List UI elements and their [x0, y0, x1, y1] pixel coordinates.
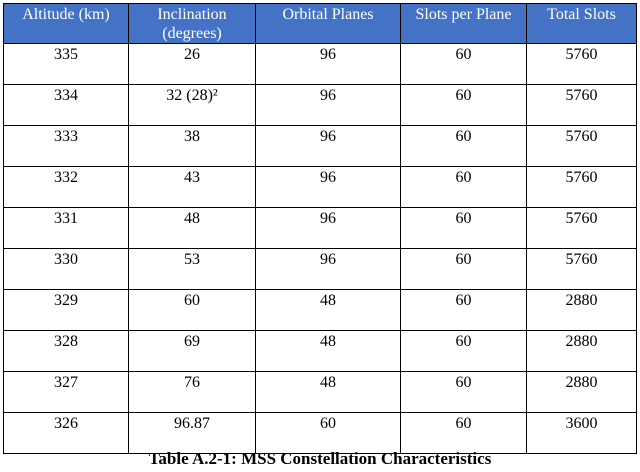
table-cell: 60 — [400, 289, 527, 331]
table-cell: 335 — [3, 43, 129, 85]
header-cell: Total Slots — [526, 3, 637, 44]
table-cell: 2880 — [526, 330, 637, 372]
table-row: 333 38 96 60 5760 — [3, 125, 637, 167]
table-cell: 5760 — [526, 207, 637, 249]
table-cell: 333 — [3, 125, 129, 167]
table-cell: 331 — [3, 207, 129, 249]
header-row: Altitude (km) Inclination (degrees) Orbita… — [3, 3, 637, 44]
table-cell: 60 — [400, 412, 527, 454]
table-cell: 60 — [400, 43, 527, 85]
table-row: 330 53 96 60 5760 — [3, 248, 637, 290]
table-cell: 96 — [255, 207, 401, 249]
header-cell: Orbital Planes — [255, 3, 401, 44]
table-cell: 5760 — [526, 43, 637, 85]
table-cell: 2880 — [526, 289, 637, 331]
table-cell: 330 — [3, 248, 129, 290]
table-cell: 60 — [400, 166, 527, 208]
table-cell: 53 — [128, 248, 256, 290]
table-cell: 32 (28)² — [128, 84, 256, 126]
table-cell: 43 — [128, 166, 256, 208]
table-row: 326 96.87 60 60 3600 — [3, 412, 637, 454]
table-cell: 96 — [255, 125, 401, 167]
table-row: 335 26 96 60 5760 — [3, 43, 637, 85]
table-body: 335 26 96 60 5760 334 32 (28)² 96 60 5760 333 38 96 6… — [3, 43, 637, 454]
table-cell: 60 — [400, 207, 527, 249]
table-row: 329 60 48 60 2880 — [3, 289, 637, 331]
table-cell: 334 — [3, 84, 129, 126]
table-cell: 48 — [128, 207, 256, 249]
table-cell: 5760 — [526, 125, 637, 167]
table-cell: 327 — [3, 371, 129, 413]
table-cell: 76 — [128, 371, 256, 413]
table-cell: 5760 — [526, 166, 637, 208]
caption: Table A.2-1: MSS Constellation Character… — [148, 449, 492, 468]
table-cell: 38 — [128, 125, 256, 167]
table-row: 331 48 96 60 5760 — [3, 207, 637, 249]
table-cell: 96.87 — [128, 412, 256, 454]
table-cell: 60 — [400, 330, 527, 372]
table-cell: 96 — [255, 84, 401, 126]
data-table: Altitude (km) Inclination (degrees) Orbita… — [3, 3, 637, 454]
table-cell: 96 — [255, 166, 401, 208]
table-cell: 96 — [255, 248, 401, 290]
table-cell: 60 — [255, 412, 401, 454]
table-row: 334 32 (28)² 96 60 5760 — [3, 84, 637, 126]
table-row: 327 76 48 60 2880 — [3, 371, 637, 413]
table-cell: 60 — [400, 125, 527, 167]
header-cell: Slots per Plane — [400, 3, 527, 44]
table-cell: 96 — [255, 43, 401, 85]
header-cell: Altitude (km) — [3, 3, 129, 44]
table-cell: 48 — [255, 371, 401, 413]
table-cell: 69 — [128, 330, 256, 372]
table-cell: 3600 — [526, 412, 637, 454]
table-row: 328 69 48 60 2880 — [3, 330, 637, 372]
header-cell: Inclination (degrees) — [128, 3, 256, 44]
table-cell: 60 — [128, 289, 256, 331]
table-cell: 2880 — [526, 371, 637, 413]
table-cell: 328 — [3, 330, 129, 372]
table-cell: 48 — [255, 330, 401, 372]
table-cell: 329 — [3, 289, 129, 331]
table-cell: 60 — [400, 84, 527, 126]
table-cell: 60 — [400, 371, 527, 413]
table-cell: 26 — [128, 43, 256, 85]
table-row: 332 43 96 60 5760 — [3, 166, 637, 208]
table-cell: 326 — [3, 412, 129, 454]
table-cell: 48 — [255, 289, 401, 331]
table-cell: 60 — [400, 248, 527, 290]
table-cell: 5760 — [526, 248, 637, 290]
table-cell: 332 — [3, 166, 129, 208]
table-cell: 5760 — [526, 84, 637, 126]
